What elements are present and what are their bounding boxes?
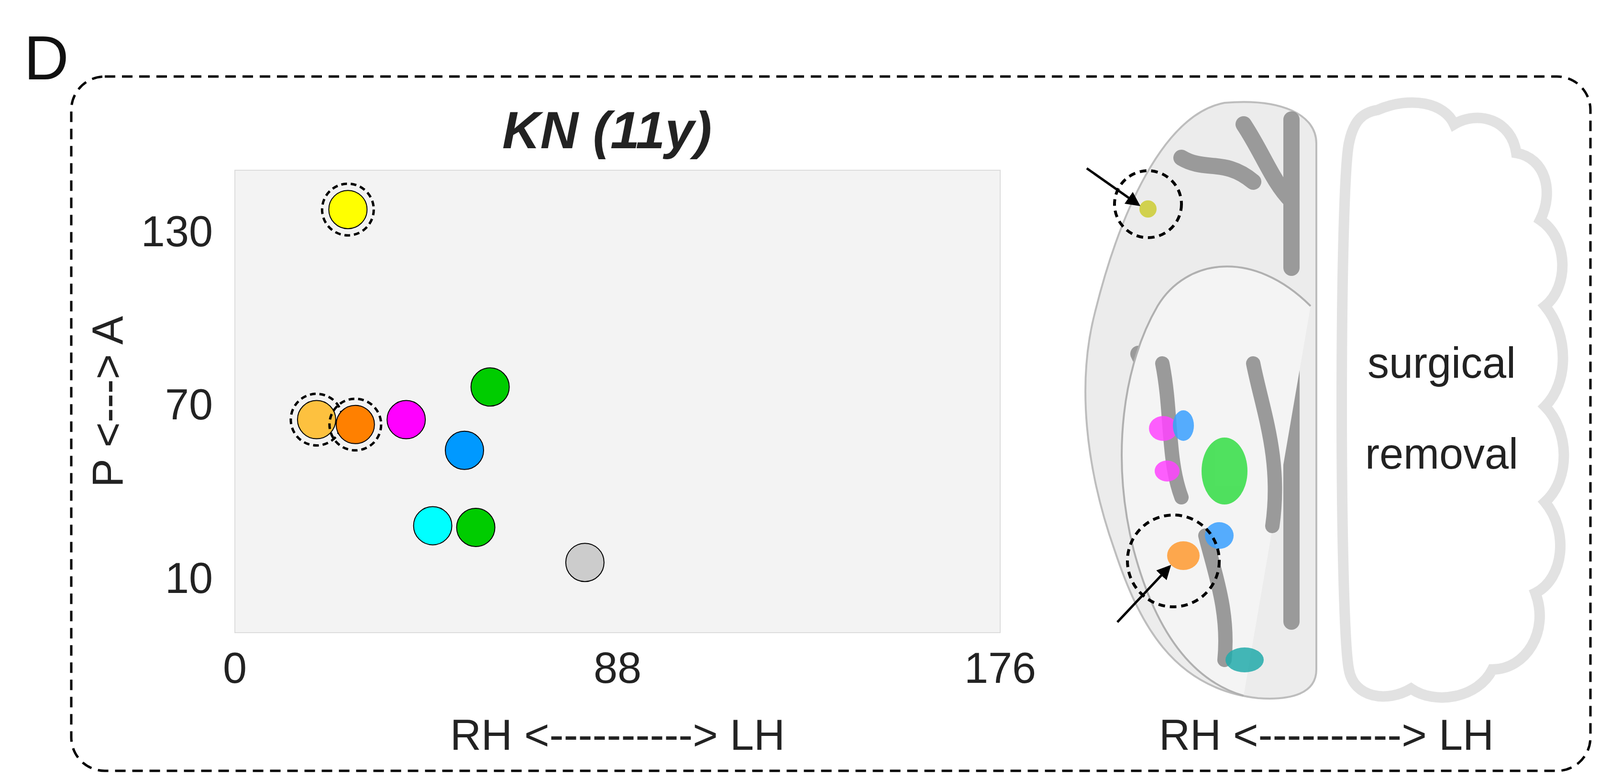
svg-text:88: 88 [593, 644, 642, 693]
svg-text:D: D [23, 22, 69, 93]
svg-text:176: 176 [964, 644, 1037, 693]
svg-text:130: 130 [141, 207, 213, 256]
svg-text:KN (11y): KN (11y) [502, 100, 712, 160]
svg-text:RH <----------> LH: RH <----------> LH [450, 711, 785, 760]
svg-text:70: 70 [165, 380, 213, 429]
svg-text:0: 0 [222, 644, 247, 693]
svg-text:surgical: surgical [1367, 339, 1516, 387]
svg-text:10: 10 [165, 554, 213, 603]
svg-text:removal: removal [1365, 430, 1519, 478]
svg-text:RH <----------> LH: RH <----------> LH [1158, 711, 1494, 760]
svg-text:P <---> A: P <---> A [83, 316, 132, 488]
